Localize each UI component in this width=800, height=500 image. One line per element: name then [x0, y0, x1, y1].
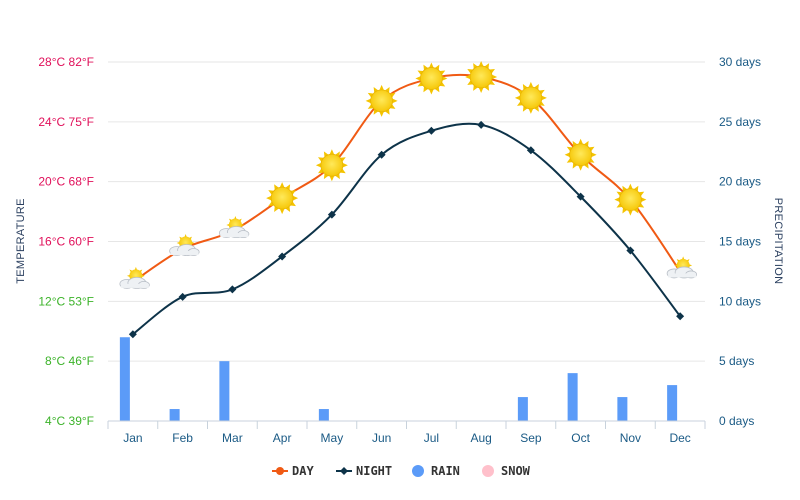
x-tick-label: May — [321, 431, 344, 445]
point-night — [278, 252, 287, 261]
bar-rain — [219, 361, 230, 421]
point-night — [477, 120, 486, 129]
point-night — [626, 246, 635, 255]
sun-icon — [464, 60, 498, 94]
point-night — [427, 126, 436, 135]
legend-label-rain: RAIN — [431, 464, 460, 478]
grid — [108, 61, 705, 362]
point-night — [128, 330, 137, 339]
x-tick-label: Mar — [222, 431, 243, 445]
bar-rain — [617, 397, 628, 421]
x-tick-label: Nov — [620, 431, 641, 445]
legend-label-night: NIGHT — [356, 464, 392, 478]
y-right-tick-label: 10 days — [719, 294, 761, 308]
x-tick-label: Jun — [372, 431, 391, 445]
x-tick-label: Oct — [571, 431, 590, 445]
x-tick-label: Aug — [470, 431, 491, 445]
x-tick-label: Dec — [669, 431, 690, 445]
x-tick-label: Feb — [172, 431, 193, 445]
sun-icon — [265, 181, 299, 215]
x-tick-label: Jul — [424, 431, 439, 445]
y-right-tick-label: 5 days — [719, 354, 754, 368]
y-right-title: PRECIPITATION — [772, 198, 784, 285]
y-right-tick-label: 0 days — [719, 414, 754, 428]
line-night — [132, 122, 681, 336]
bar-rain — [119, 337, 130, 421]
y-left-tick-label: 24°C 75°F — [38, 115, 94, 129]
precipitation-bars — [119, 337, 678, 421]
bar-rain — [318, 409, 329, 421]
temperature-lines — [128, 73, 685, 339]
y-left-tick-label: 8°C 46°F — [45, 354, 94, 368]
y-right-tick-label: 25 days — [719, 115, 761, 129]
sun-cloud-icon — [218, 215, 250, 239]
sun-cloud-icon — [119, 266, 150, 289]
y-left-tick-label: 4°C 39°F — [45, 414, 94, 428]
y-right-tick-label: 30 days — [719, 55, 761, 69]
axes: Jan Feb Mar Apr May Jun Jul Aug Sep Oct Nov Dec 28°C… — [15, 55, 784, 445]
point-night — [178, 292, 187, 301]
bar-rain — [667, 385, 678, 421]
weather-icons — [119, 60, 698, 289]
bar-rain — [169, 409, 180, 421]
point-night — [327, 210, 336, 219]
point-night — [526, 146, 535, 155]
y-left-tick-label: 20°C 68°F — [38, 175, 94, 189]
x-tick-label: Jan — [123, 431, 142, 445]
sun-icon — [414, 62, 448, 95]
sun-icon — [315, 148, 349, 182]
legend-marker-night — [340, 467, 348, 475]
line-day — [132, 73, 681, 283]
bar-rain — [517, 397, 528, 421]
legend-marker-day — [276, 467, 284, 475]
point-night — [676, 312, 685, 321]
legend-label-day: DAY — [292, 464, 314, 478]
y-right-tick-label: 15 days — [719, 235, 761, 249]
point-night — [228, 285, 237, 294]
y-left-tick-label: 28°C 82°F — [38, 55, 94, 69]
point-night — [377, 150, 386, 159]
point-night — [576, 192, 585, 201]
legend-marker-rain — [412, 465, 424, 477]
x-tick-label: Apr — [273, 431, 292, 445]
x-tick-label: Sep — [520, 431, 542, 445]
y-left-title: TEMPERATURE — [15, 198, 27, 284]
y-left-tick-label: 12°C 53°F — [38, 294, 94, 308]
legend: DAY NIGHT RAIN SNOW — [272, 464, 531, 478]
bar-rain — [567, 373, 578, 421]
y-left-tick-label: 16°C 60°F — [38, 235, 94, 249]
legend-label-snow: SNOW — [501, 464, 531, 478]
legend-marker-snow — [482, 465, 494, 477]
y-right-tick-label: 20 days — [719, 175, 761, 189]
